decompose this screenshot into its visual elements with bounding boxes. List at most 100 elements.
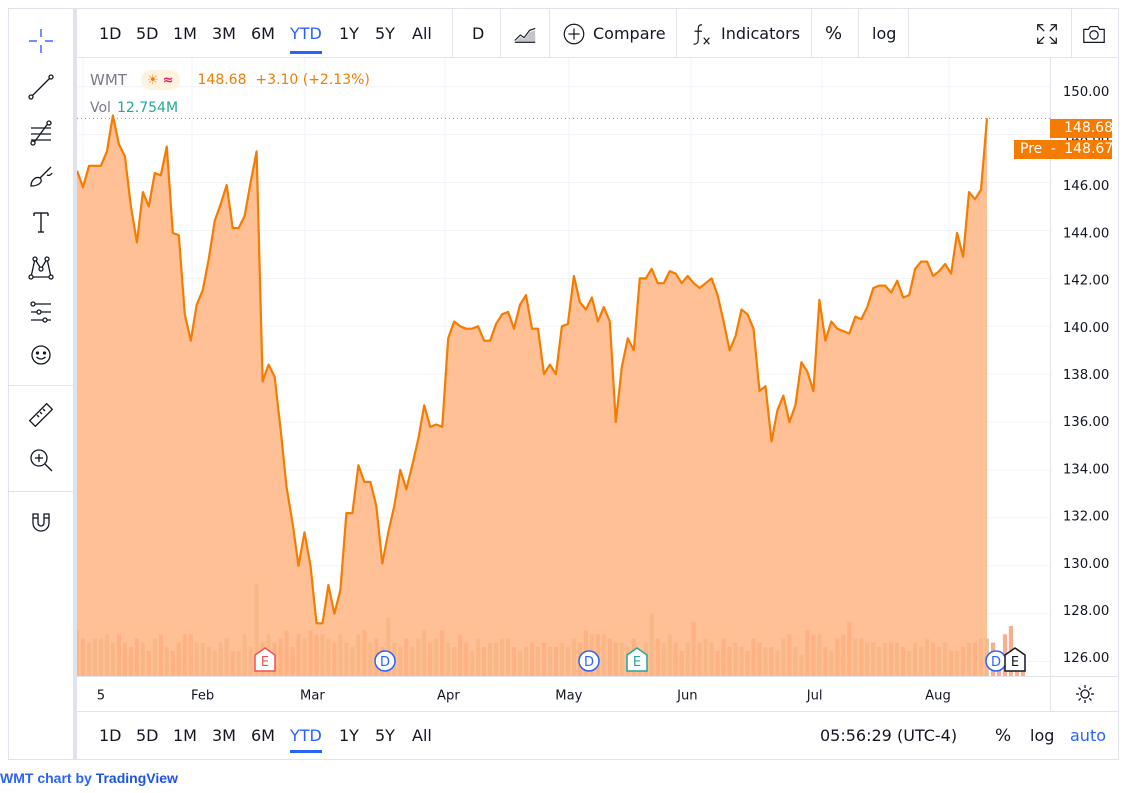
magnet-icon[interactable] — [23, 504, 59, 540]
pattern-tool-icon[interactable] — [23, 249, 59, 285]
brush-icon[interactable] — [23, 159, 59, 195]
bottom-timeframe-5d[interactable]: 5D — [136, 726, 159, 745]
premarket-price-value: 148.67 — [1064, 141, 1114, 157]
bottom-timeframe-3m[interactable]: 3M — [212, 726, 236, 745]
settings-sun-icon[interactable] — [1074, 683, 1096, 705]
bottom-timeframe-1m[interactable]: 1M — [173, 726, 197, 745]
event-marker-earnings[interactable]: E — [626, 647, 648, 672]
bottom-timeframe-1d[interactable]: 1D — [99, 726, 122, 745]
bottom-timeframe-6m[interactable]: 6M — [251, 726, 275, 745]
price-tick-label: 144.00 — [1063, 226, 1110, 241]
timeframe-6m[interactable]: 6M — [251, 24, 275, 43]
event-label: D — [584, 655, 594, 670]
bottom-timeframe-5y[interactable]: 5Y — [375, 726, 395, 745]
timeframe-1y[interactable]: 1Y — [339, 24, 359, 43]
interval-button[interactable]: D — [472, 24, 485, 43]
dividend-marker-shape — [374, 650, 396, 672]
event-marker-dividend[interactable]: D — [578, 650, 600, 672]
frame-right-border — [1118, 8, 1119, 760]
chart-settings-corner[interactable] — [1050, 676, 1118, 711]
event-marker-dividend[interactable]: D — [374, 650, 396, 672]
bottom-auto-button[interactable]: auto — [1070, 726, 1107, 745]
price-area — [77, 114, 1050, 676]
event-label: D — [991, 655, 1001, 670]
time-axis[interactable]: 5 Feb Mar Apr May Jun Jul Aug — [77, 676, 1050, 711]
chart-style-icon[interactable] — [512, 21, 538, 47]
clock-timezone[interactable]: 05:56:29 (UTC-4) — [820, 726, 958, 745]
event-label: E — [261, 655, 269, 670]
fib-retracement-icon[interactable] — [23, 114, 59, 150]
symbol-label[interactable]: WMT — [90, 71, 127, 89]
compare-plus-icon[interactable] — [561, 21, 587, 47]
event-marker-earnings[interactable]: E — [1004, 647, 1026, 672]
price-tick-label: 134.00 — [1063, 462, 1110, 477]
zoom-in-icon[interactable] — [23, 442, 59, 478]
toolbar-separator — [549, 9, 550, 58]
attribution-link[interactable]: WMT chart by TradingView — [0, 770, 178, 786]
bottom-timeframe-all[interactable]: All — [412, 726, 432, 745]
emoji-icon[interactable] — [23, 337, 59, 373]
price-tick-label: 130.00 — [1063, 557, 1110, 572]
timeframe-5d[interactable]: 5D — [136, 24, 159, 43]
time-tick-label: Jun — [676, 688, 697, 703]
price-area-fill — [77, 115, 987, 676]
earnings-marker-shape — [1004, 647, 1026, 672]
camera-icon[interactable] — [1081, 21, 1107, 47]
volume-label: Vol — [90, 100, 111, 116]
percent-scale-button[interactable]: % — [825, 23, 843, 44]
toolbar-separator — [9, 385, 73, 386]
bottom-timeframe-ytd[interactable]: YTD — [290, 724, 322, 753]
price-tick-label: 136.00 — [1063, 415, 1110, 430]
time-tick-label: Apr — [437, 688, 460, 703]
event-marker-dividend[interactable]: D — [985, 650, 1007, 672]
bottom-log-button[interactable]: log — [1030, 726, 1055, 745]
log-scale-button[interactable]: log — [872, 24, 897, 43]
bottom-percent-button[interactable]: % — [995, 726, 1012, 746]
earnings-marker-shape — [626, 647, 648, 672]
dividend-marker-shape — [578, 650, 600, 672]
sun-icon: ☀ — [146, 72, 159, 88]
ruler-icon[interactable] — [23, 397, 59, 433]
volume-legend: Vol 12.754M — [90, 100, 178, 116]
session-badge[interactable]: ☀ ≈ — [140, 70, 180, 90]
crosshair-icon[interactable] — [23, 23, 59, 59]
last-price-tag: 148.68 — [1050, 119, 1113, 138]
toolbar-separator — [500, 9, 501, 58]
fullscreen-icon[interactable] — [1034, 21, 1060, 47]
function-icon[interactable] — [688, 21, 714, 47]
measure-forecast-icon[interactable] — [23, 294, 59, 330]
toolbar-separator — [811, 9, 812, 58]
text-tool-icon[interactable] — [23, 204, 59, 240]
timeframe-5y[interactable]: 5Y — [375, 24, 395, 43]
time-tick-label: Jul — [806, 688, 823, 703]
bottom-timeframe-1y[interactable]: 1Y — [339, 726, 359, 745]
event-marker-earnings[interactable]: E — [254, 647, 276, 672]
drawing-toolbar — [9, 9, 73, 759]
timeframe-1m[interactable]: 1M — [173, 24, 197, 43]
chart-legend: WMT ☀ ≈ 148.68 +3.10 (+2.13%) — [90, 68, 370, 92]
timeframe-3m[interactable]: 3M — [212, 24, 236, 43]
price-axis[interactable]: 150.00148.00146.00144.00142.00140.00138.… — [1050, 58, 1118, 676]
frame-left-border — [8, 8, 9, 760]
attribution-by: by — [75, 770, 92, 786]
compare-button[interactable]: Compare — [593, 24, 666, 43]
timeframe-ytd[interactable]: YTD — [290, 20, 322, 54]
toolbar-separator — [676, 9, 677, 58]
toolbar-separator — [9, 491, 73, 492]
toolbar-separator — [858, 9, 859, 58]
trend-line-icon[interactable] — [23, 69, 59, 105]
frame-bottom-border — [8, 759, 1119, 760]
bottom-toolbar: 1D 5D 1M 3M 6M YTD 1Y 5Y All 05:56:29 (U… — [77, 711, 1118, 759]
attribution-brand: TradingView — [95, 770, 178, 786]
indicators-button[interactable]: Indicators — [721, 24, 801, 43]
frame-top-border — [8, 8, 1119, 9]
volume-value: 12.754M — [116, 100, 179, 116]
timeframe-1d[interactable]: 1D — [99, 24, 122, 43]
top-toolbar: 1D 5D 1M 3M 6M YTD 1Y 5Y All D Compare I… — [77, 9, 1118, 58]
timeframe-all[interactable]: All — [412, 24, 432, 43]
event-label: D — [380, 655, 390, 670]
time-tick-label: Feb — [191, 688, 214, 703]
